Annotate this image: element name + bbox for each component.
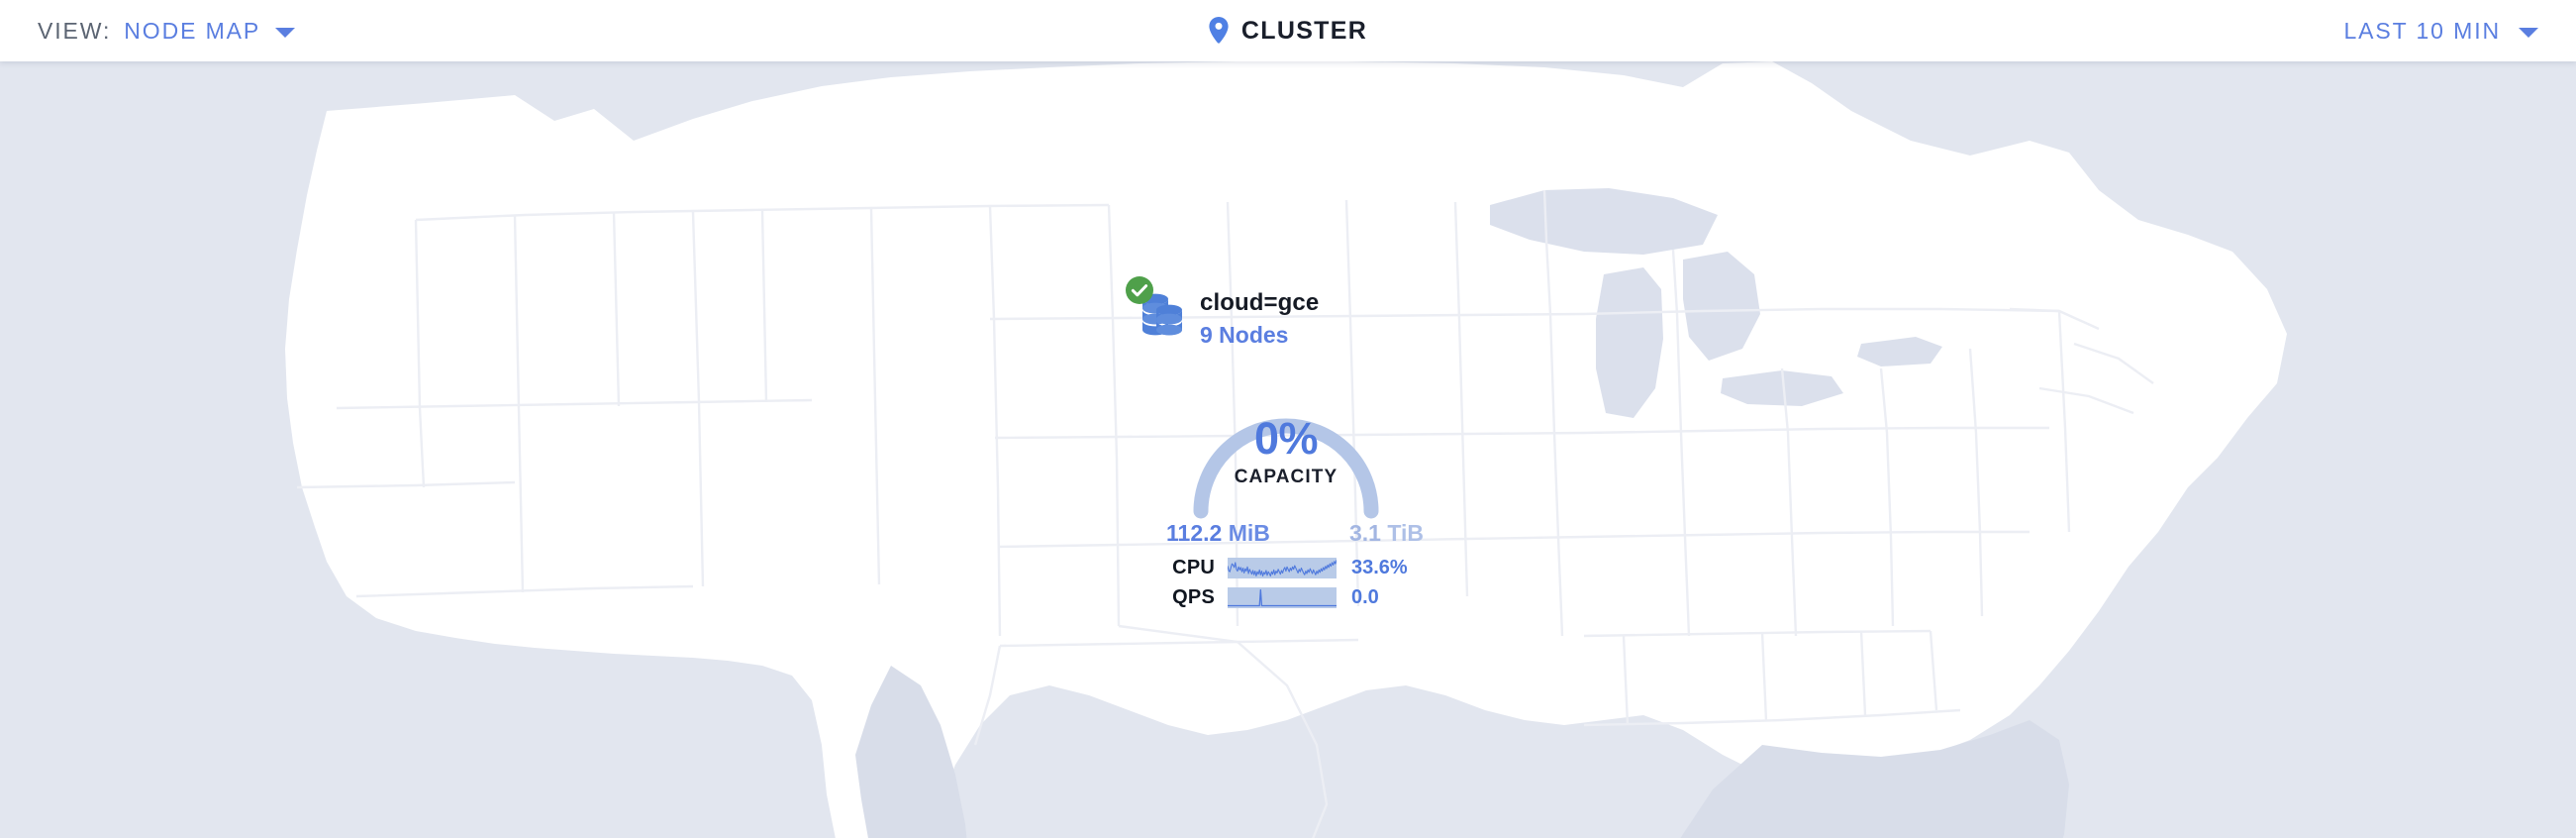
qps-sparkline	[1228, 586, 1337, 608]
lake-ontario	[1857, 337, 1942, 367]
page-title: CLUSTER	[1240, 16, 1368, 45]
database-stack-icon[interactable]	[1126, 276, 1186, 341]
capacity-total-unit: TiB	[1387, 520, 1424, 546]
metric-value-cpu: 33.6%	[1351, 556, 1408, 578]
us-landmass	[285, 61, 2287, 838]
top-header-bar: VIEW: NODE MAP CLUSTER LAST 10 MIN	[0, 0, 2576, 61]
capacity-usage-row: 112.2 MiB 3.1 TiB	[1166, 520, 1424, 547]
lake-huron	[1683, 252, 1760, 361]
capacity-used: 112.2 MiB	[1166, 520, 1270, 547]
view-selected-value[interactable]: NODE MAP	[124, 17, 261, 44]
mexico-landmass	[855, 666, 967, 838]
lake-michigan	[1596, 267, 1663, 418]
header-center-title-group: CLUSTER	[0, 0, 2576, 61]
locality-metrics: CPU 33.6% QPS 0.0	[1166, 553, 1426, 612]
capacity-used-unit: MiB	[1228, 520, 1270, 546]
capacity-caption: CAPACITY	[1234, 467, 1338, 487]
locality-node-count[interactable]: 9 Nodes	[1200, 321, 1289, 348]
database-cylinders-glyph	[1142, 293, 1182, 336]
chevron-down-icon[interactable]	[2519, 27, 2538, 38]
capacity-used-value: 112.2	[1166, 520, 1223, 546]
view-label: VIEW:	[38, 17, 112, 44]
lake-erie	[1721, 370, 1843, 406]
locality-text-group: cloud=gce 9 Nodes	[1200, 283, 1319, 351]
locality-node-widget[interactable]: cloud=gce 9 Nodes	[1126, 276, 1455, 348]
map-state-borders-layer	[296, 189, 2154, 838]
us-map-vector	[285, 61, 2287, 838]
capacity-gauge[interactable]: 0% CAPACITY	[1181, 374, 1391, 523]
metric-row-qps[interactable]: QPS 0.0	[1166, 582, 1426, 612]
cpu-sparkline	[1228, 557, 1337, 578]
gulf-of-mexico	[1680, 720, 2069, 838]
metric-row-cpu[interactable]: CPU 33.6%	[1166, 553, 1426, 582]
locality-name: cloud=gce	[1200, 289, 1320, 316]
metric-label-qps: QPS	[1172, 585, 1215, 608]
map-water-features-layer	[1490, 188, 2069, 838]
capacity-total-value: 3.1	[1348, 520, 1381, 546]
metric-value-qps: 0.0	[1351, 585, 1379, 608]
check-circle-icon	[1126, 276, 1153, 304]
map-land-layer	[285, 61, 2287, 838]
capacity-percent: 0%	[1253, 413, 1319, 464]
time-range-value[interactable]: LAST 10 MIN	[2343, 17, 2501, 44]
locality-header: cloud=gce 9 Nodes	[1126, 276, 1455, 348]
gauge-track-arc	[1193, 418, 1379, 519]
view-selector[interactable]: VIEW: NODE MAP	[38, 0, 296, 61]
chevron-down-icon[interactable]	[275, 27, 296, 38]
capacity-total: 3.1 TiB	[1349, 520, 1424, 547]
time-range-selector[interactable]: LAST 10 MIN	[2343, 0, 2538, 61]
metric-label-cpu: CPU	[1172, 556, 1215, 578]
node-map-canvas[interactable]	[0, 61, 2576, 838]
capacity-gauge-arc	[1193, 418, 1379, 519]
map-pin-icon	[1209, 16, 1229, 44]
